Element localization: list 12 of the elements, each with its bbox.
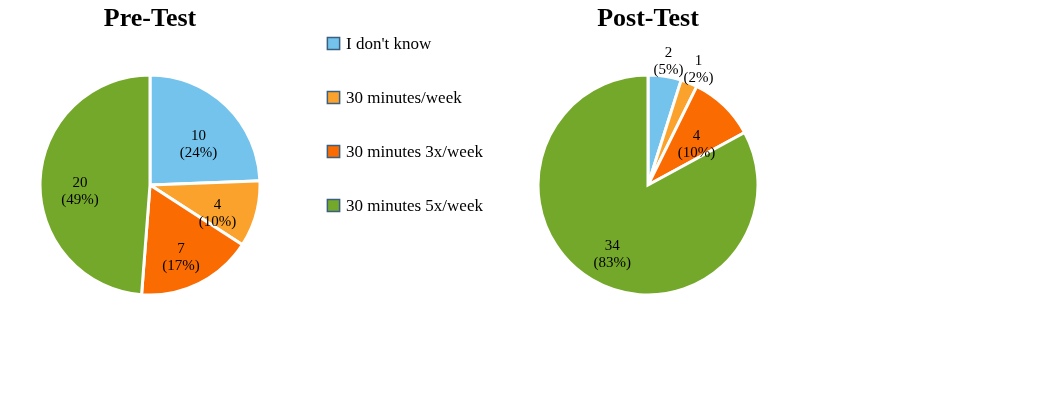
data-label: 2 (5%) (653, 43, 684, 78)
data-label: 10 (24%) (179, 126, 218, 161)
legend-label: 30 minutes 3x/week (346, 141, 484, 161)
legend-label: 30 minutes 5x/week (346, 195, 484, 215)
chart-title: Post-Test (597, 3, 700, 32)
legend-label: 30 minutes/week (346, 87, 463, 107)
data-label: 7 (17%) (162, 239, 200, 274)
chart-title: Pre-Test (103, 3, 197, 32)
data-label: 34 (83%) (593, 237, 631, 272)
data-label: 20 (49%) (61, 174, 99, 209)
data-label: 1 (2%) (683, 51, 714, 86)
legend-label: I don't know (346, 33, 432, 53)
